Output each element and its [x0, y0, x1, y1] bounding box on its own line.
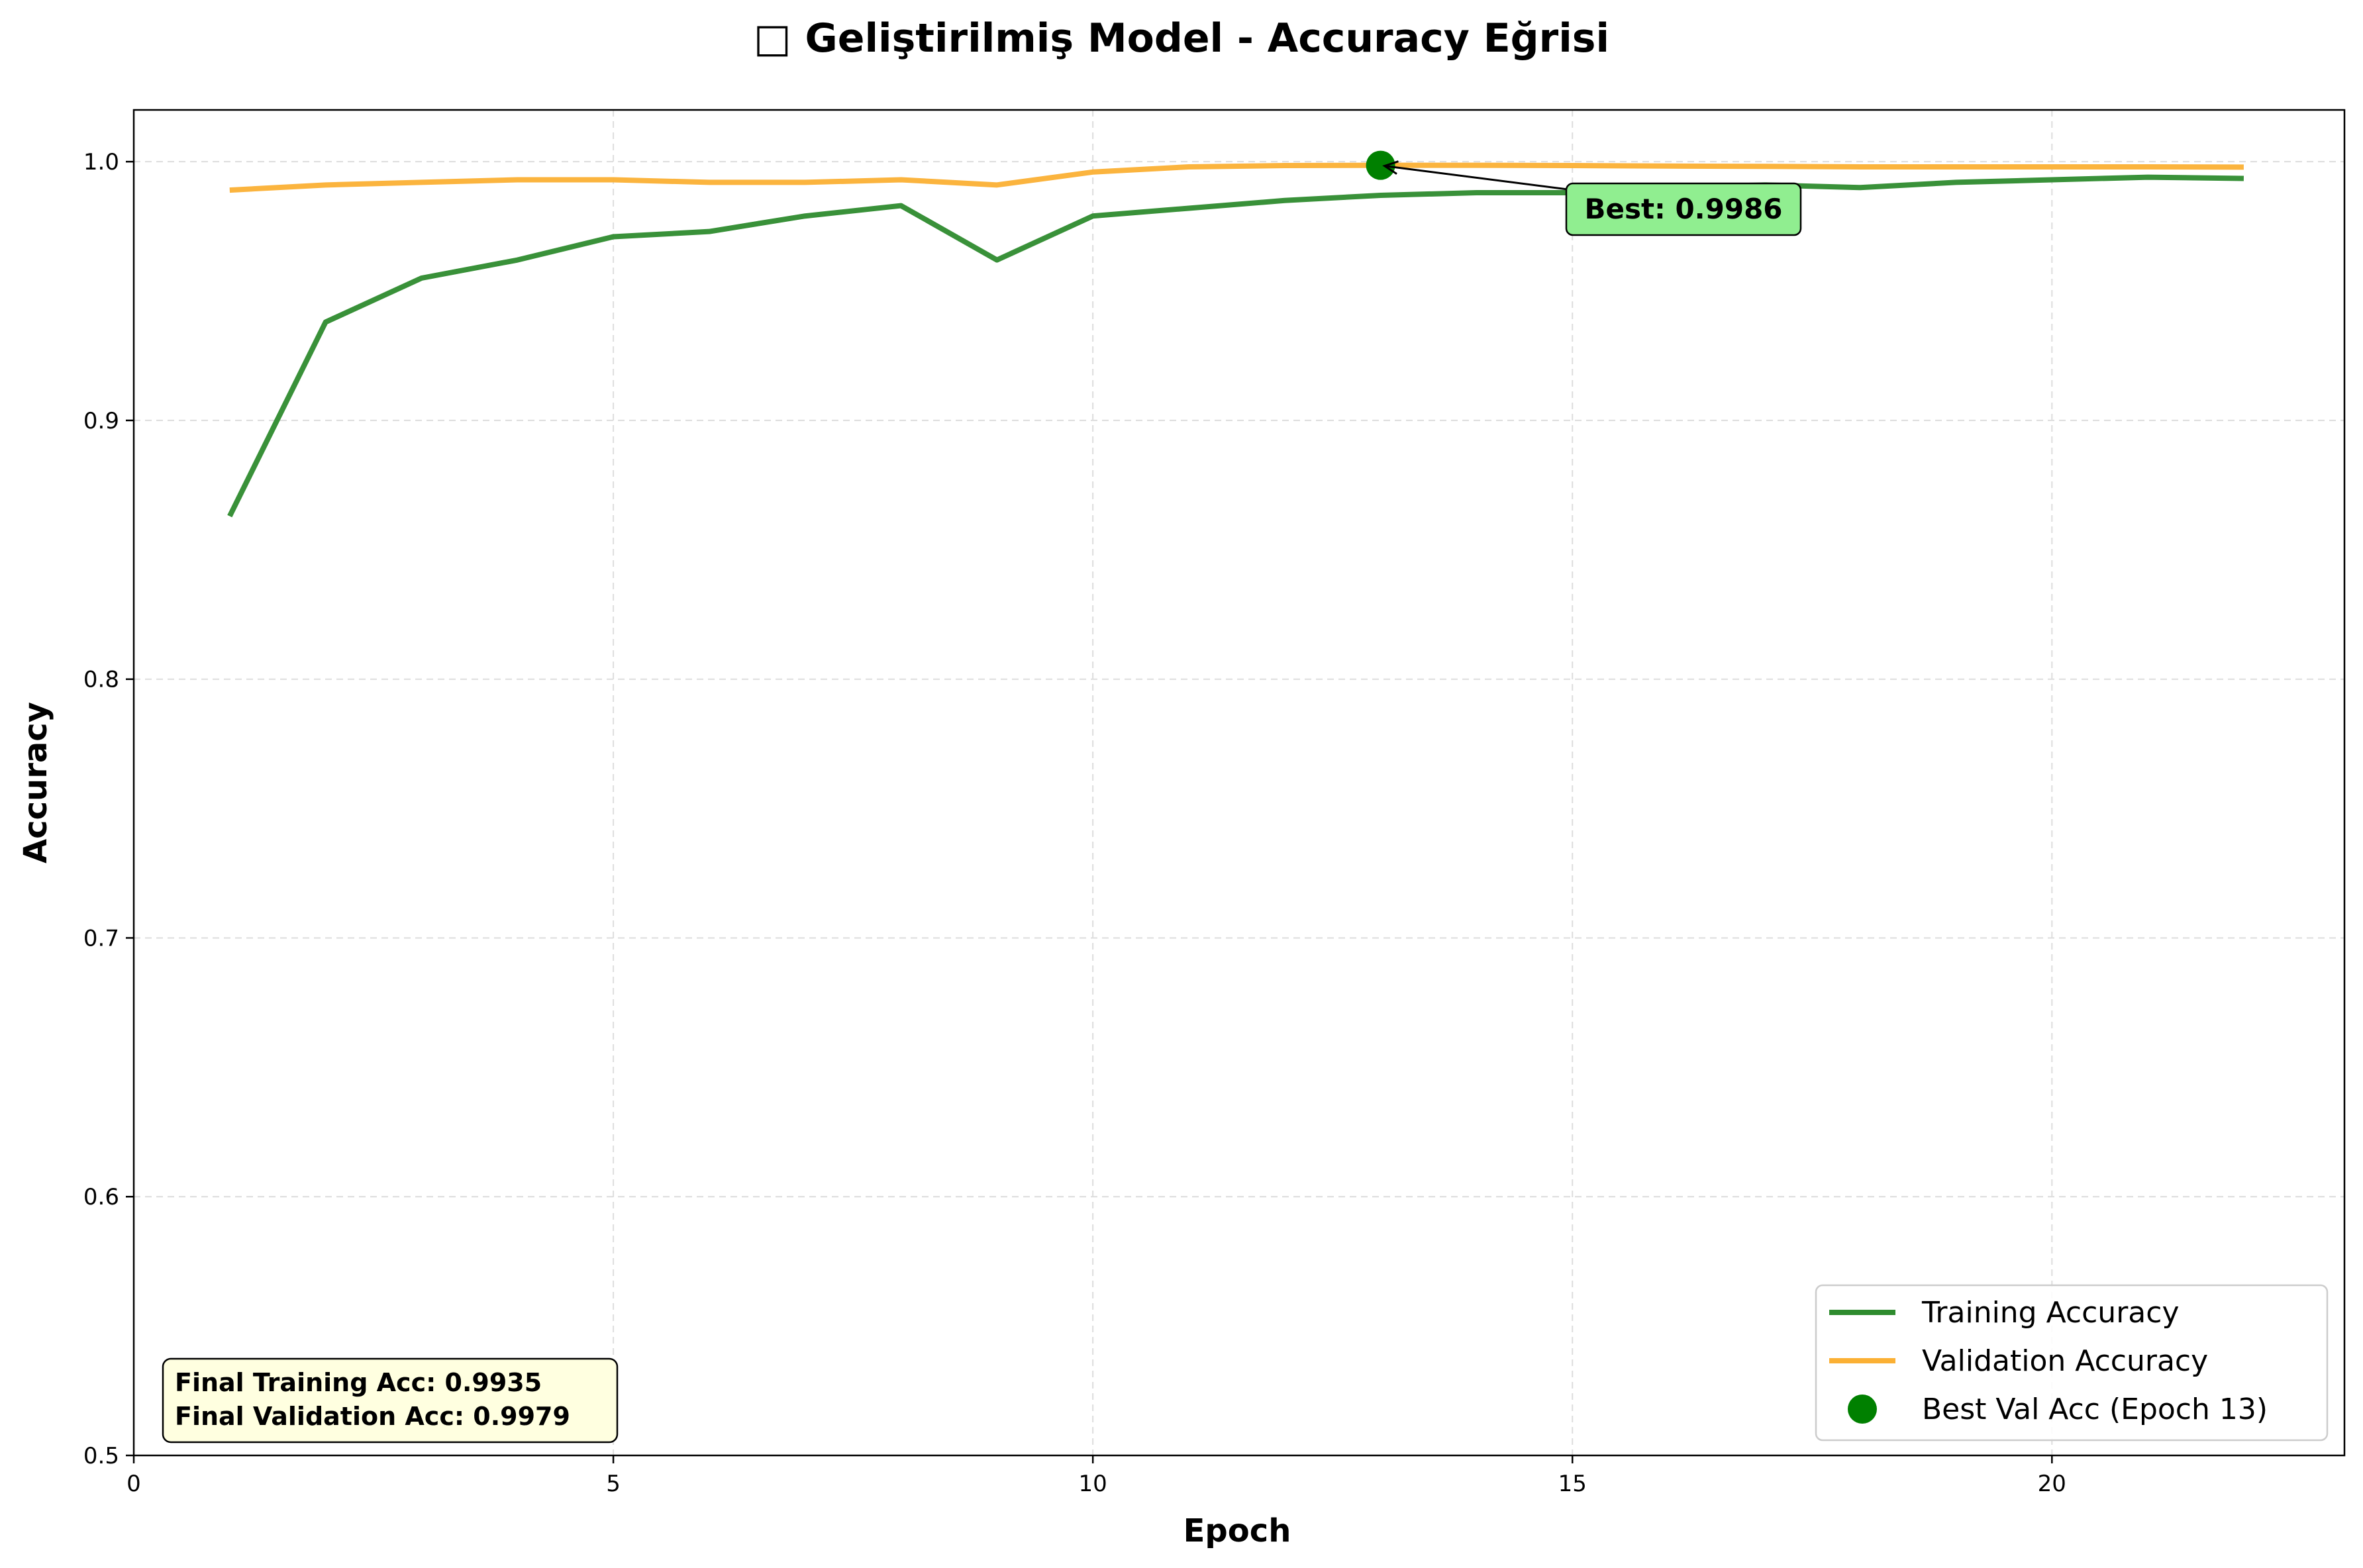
series-line-training: [227, 174, 2244, 518]
y-tick-label: 0.7: [83, 925, 119, 952]
summary-box-frame: [162, 1357, 619, 1444]
legend-label-training: Training Accuracy: [1921, 1296, 2179, 1330]
y-tick-label: 0.9: [83, 408, 119, 434]
best-val-marker: [1366, 150, 1395, 180]
x-tick-label: 15: [1558, 1471, 1587, 1497]
best-arrow-head: [1382, 160, 1399, 175]
series-layer: [227, 150, 2244, 518]
series-line-validation: [229, 162, 2244, 193]
legend-marker-best: [1848, 1395, 1877, 1424]
grid-lines: [133, 110, 2344, 1456]
best-label-box: [1565, 182, 1802, 236]
summary-box: Final Training Acc: 0.9935 Final Validat…: [162, 1357, 619, 1444]
summary-line-validation: Final Validation Acc: 0.9979: [175, 1402, 570, 1431]
x-tick-label: 20: [2038, 1471, 2066, 1497]
legend-label-best: Best Val Acc (Epoch 13): [1922, 1393, 2268, 1426]
legend: Training Accuracy Validation Accuracy Be…: [1815, 1284, 2329, 1442]
x-axis-label: Epoch: [1183, 1512, 1291, 1549]
plot-frame: [132, 109, 2346, 1457]
chart-title: □ Geliştirilmiş Model - Accuracy Eğrisi: [754, 15, 1609, 62]
summary-line-training: Final Training Acc: 0.9935: [175, 1368, 542, 1397]
legend-frame: [1815, 1284, 2329, 1442]
y-tick-label: 1.0: [83, 149, 119, 175]
y-tick-label: 0.5: [83, 1443, 119, 1469]
x-tick-label: 5: [606, 1471, 621, 1497]
y-axis-label: Accuracy: [17, 702, 54, 863]
x-tick-label: 10: [1079, 1471, 1107, 1497]
axis-ticks: 0 5 10 15 20 0.5 0.6 0.7 0.8 0.9 1.0: [83, 149, 2066, 1497]
best-annotation: Best: 0.9986: [1382, 160, 1802, 236]
y-tick-label: 0.6: [83, 1184, 119, 1210]
legend-label-validation: Validation Accuracy: [1922, 1344, 2208, 1378]
x-tick-label: 0: [126, 1471, 141, 1497]
y-tick-label: 0.8: [83, 667, 119, 693]
best-label: Best: 0.9986: [1584, 193, 1782, 225]
